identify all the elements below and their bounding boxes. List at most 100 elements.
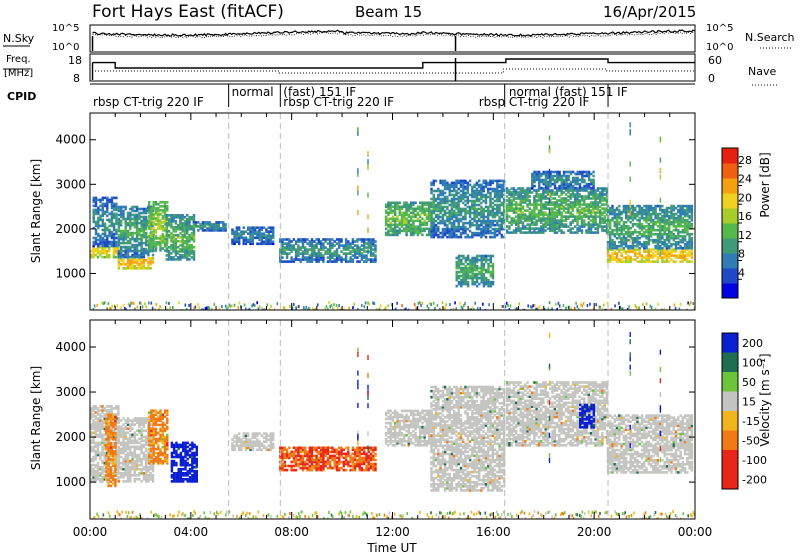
scatter-cell [603, 199, 606, 202]
scatter-cell [555, 215, 559, 218]
scatter-cell [441, 219, 445, 223]
scatter-cell [498, 193, 501, 197]
nsky-panel-frame [89, 24, 696, 53]
scatter-cell [231, 228, 234, 231]
scatter-cell [551, 176, 554, 180]
scatter-cell [117, 225, 121, 229]
scatter-cell [306, 252, 309, 255]
scatter-cell [475, 280, 479, 284]
scatter-cell [688, 222, 691, 226]
scatter-cell [475, 258, 479, 262]
scatter-cell [478, 231, 481, 235]
scatter-cell [159, 247, 162, 250]
scatter-cell [556, 172, 559, 176]
scatter-cell [683, 214, 687, 218]
scatter-cell [569, 229, 572, 232]
scatter-cell [656, 212, 660, 216]
scatter-cell [609, 212, 612, 216]
scatter-cell [235, 236, 239, 240]
scatter-cell [179, 216, 182, 219]
freq-unit-label: [MHz] [4, 68, 33, 79]
scatter-cell [627, 258, 630, 261]
scatter-cell [132, 301, 135, 305]
scatter-cell [367, 238, 370, 241]
scatter-cell [140, 219, 143, 223]
scatter-cell [142, 263, 146, 266]
scatter-cell [564, 193, 568, 196]
scatter-cell [482, 278, 486, 282]
scatter-cell [389, 205, 392, 209]
scatter-cell [365, 242, 368, 245]
scatter-cell [459, 213, 463, 217]
scatter-cell [103, 228, 107, 232]
scatter-cell [101, 232, 104, 236]
scatter-cell [340, 258, 343, 261]
scatter-cell [192, 240, 196, 243]
scatter-cell [645, 254, 648, 257]
scatter-cell [668, 252, 671, 255]
scatter-cell [690, 214, 694, 218]
scatter-cell [105, 251, 109, 255]
scatter-cell [145, 233, 148, 237]
scatter-cell [92, 431, 95, 434]
scatter-cell [101, 242, 104, 246]
scatter-cell [177, 258, 180, 261]
scatter-cell [599, 193, 602, 196]
scatter-cell [613, 216, 616, 220]
scatter-cell [428, 215, 431, 219]
scatter-cell [484, 215, 488, 219]
scatter-cell [249, 226, 252, 229]
scatter-cell [654, 206, 657, 210]
scatter-cell [389, 229, 392, 233]
scatter-cell [519, 193, 522, 196]
scatter-cell [683, 258, 687, 261]
scatter-cell [167, 234, 171, 237]
scatter-cell [502, 185, 506, 189]
scatter-cell [129, 255, 132, 259]
scatter-cell [480, 278, 483, 282]
scatter-cell [145, 249, 148, 253]
scatter-cell [172, 236, 175, 239]
scatter-cell [670, 244, 673, 248]
scatter-cell [126, 239, 130, 243]
scatter-cell [151, 209, 155, 213]
scatter-cell [120, 215, 123, 219]
scatter-cell [251, 232, 254, 235]
scatter-cell [150, 217, 153, 220]
scatter-cell [460, 280, 463, 284]
scatter-cell [508, 225, 511, 228]
scatter-cell [90, 433, 93, 437]
scatter-cell [453, 235, 456, 239]
scatter-cell [437, 227, 440, 231]
scatter-cell [643, 224, 646, 228]
scatter-cell [396, 205, 399, 209]
scatter-cell [645, 258, 648, 261]
scatter-cell [313, 246, 316, 249]
scatter-cell [661, 216, 664, 220]
scatter-cell [301, 254, 305, 257]
scatter-cell [174, 226, 178, 229]
scatter-cell [665, 252, 669, 255]
scatter-cell [609, 256, 612, 259]
scatter-cell [585, 189, 588, 192]
scatter-cell [360, 258, 364, 261]
scatter-cell [442, 307, 445, 310]
scatter-cell [594, 189, 597, 192]
scatter-cell [562, 223, 566, 226]
scatter-cell [533, 227, 536, 230]
scatter-cell [272, 230, 275, 233]
scatter-cell [457, 179, 460, 183]
scatter-cell [441, 231, 445, 235]
scatter-cell [443, 211, 447, 215]
scatter-cell [190, 246, 193, 249]
scatter-cell [90, 474, 93, 477]
scatter-cell [609, 242, 612, 246]
scatter-cell [636, 256, 639, 259]
scatter-cell [92, 467, 95, 471]
scatter-cell [594, 227, 597, 230]
scatter-cell [466, 262, 470, 266]
scatter-cell [110, 234, 114, 238]
scatter-cell [331, 242, 334, 245]
scatter-cell [540, 199, 543, 202]
scatter-cell [299, 246, 302, 249]
